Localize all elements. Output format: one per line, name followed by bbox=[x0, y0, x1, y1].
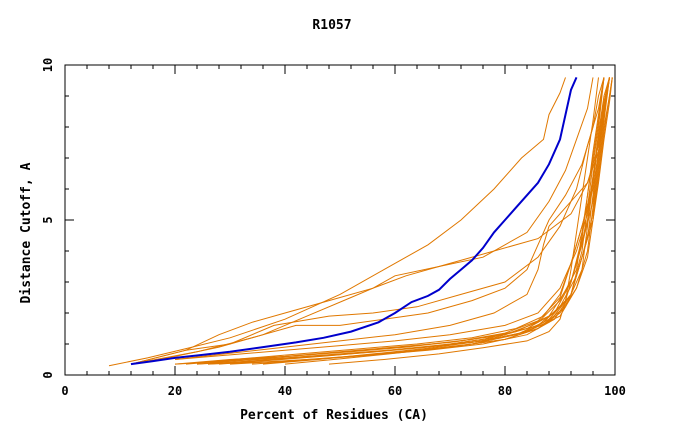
chart-title: R1057 bbox=[312, 18, 351, 33]
series-line-21 bbox=[328, 77, 599, 365]
x-tick-label: 20 bbox=[168, 384, 182, 398]
series-line-15 bbox=[218, 77, 610, 365]
x-axis-label: Percent of Residues (CA) bbox=[240, 408, 428, 423]
series-line-6 bbox=[174, 77, 610, 360]
x-tick-label: 60 bbox=[388, 384, 402, 398]
series-line-16 bbox=[229, 77, 610, 365]
y-tick-label: 10 bbox=[41, 58, 55, 72]
x-tick-label: 80 bbox=[498, 384, 512, 398]
x-tick-label: 100 bbox=[604, 384, 626, 398]
series-line-7 bbox=[174, 77, 610, 360]
series-line-14 bbox=[174, 77, 610, 365]
y-tick-label: 0 bbox=[41, 371, 55, 378]
series-line-5 bbox=[130, 77, 605, 365]
series-line-1 bbox=[108, 77, 566, 367]
series-line-18 bbox=[207, 77, 613, 365]
series-line-3 bbox=[130, 77, 594, 365]
series-line-4 bbox=[130, 77, 605, 365]
x-tick-label: 0 bbox=[61, 384, 68, 398]
y-tick-label: 5 bbox=[41, 216, 55, 223]
series-line-20 bbox=[284, 77, 613, 365]
series-line-19 bbox=[262, 77, 610, 365]
x-tick-label: 40 bbox=[278, 384, 292, 398]
y-axis-label: Distance Cutoff, A bbox=[19, 162, 34, 303]
highlight-series-line bbox=[130, 76, 578, 366]
plot-area: 0 20 40 60 80 100 0 5 10 bbox=[41, 58, 626, 398]
